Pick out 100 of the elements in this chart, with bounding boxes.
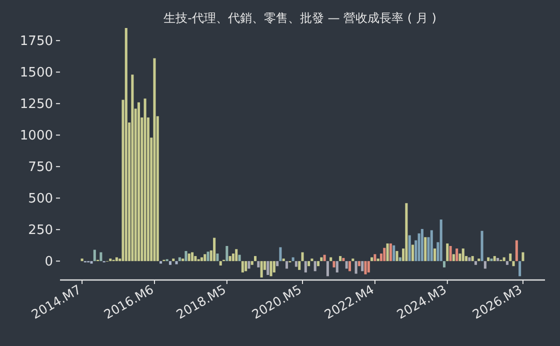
- bar: [216, 254, 219, 262]
- bar: [184, 251, 188, 262]
- bar: [254, 256, 257, 262]
- bar: [124, 28, 128, 262]
- bar: [137, 102, 140, 262]
- bar: [502, 257, 506, 262]
- bar: [493, 256, 496, 262]
- bar: [515, 240, 518, 262]
- bar: [93, 250, 96, 262]
- bar: [188, 254, 190, 262]
- bar: [506, 261, 508, 265]
- bar: [115, 257, 118, 262]
- bar: [292, 257, 294, 262]
- bar: [512, 261, 515, 266]
- bar: [490, 258, 493, 262]
- bar: [408, 235, 411, 262]
- bar: [411, 244, 414, 262]
- bar: [191, 252, 194, 262]
- bar: [310, 258, 314, 262]
- bar: [496, 258, 500, 262]
- bar: [392, 245, 396, 262]
- bar: [345, 261, 348, 269]
- bar: [522, 252, 524, 262]
- bar: [330, 257, 332, 262]
- bar: [228, 256, 232, 262]
- bar: [336, 261, 338, 272]
- bar: [294, 261, 298, 267]
- bar: [266, 261, 270, 275]
- bar: [182, 258, 184, 262]
- bar: [480, 230, 484, 262]
- bar: [244, 261, 248, 272]
- bar: [172, 258, 175, 262]
- bar: [487, 257, 490, 262]
- bar: [367, 261, 370, 272]
- bar: [308, 261, 310, 266]
- bar: [276, 261, 279, 266]
- bar: [206, 252, 210, 262]
- bar: [153, 58, 156, 262]
- bar: [440, 220, 442, 262]
- y-tick-label: 250: [28, 223, 53, 238]
- bar: [131, 74, 134, 262]
- chart-title: 生技-代理、代銷、零售、批發 — 營收成長率 ( 月 ): [164, 11, 436, 25]
- bar: [238, 254, 241, 262]
- bar: [285, 261, 288, 269]
- y-tick-label: 1750: [20, 34, 53, 50]
- bar: [316, 261, 320, 266]
- bar: [235, 249, 238, 262]
- bar: [452, 254, 455, 262]
- bar: [386, 243, 389, 262]
- y-tick-label: 750: [28, 160, 53, 176]
- bar: [248, 261, 250, 269]
- bar: [509, 254, 512, 262]
- bar: [175, 261, 178, 264]
- y-tick-label: 1250: [20, 97, 53, 112]
- bar: [323, 254, 326, 262]
- bar: [446, 243, 449, 262]
- bar: [471, 256, 474, 262]
- bar: [374, 254, 376, 262]
- bar: [213, 238, 216, 262]
- bar: [383, 248, 386, 262]
- bar: [484, 261, 486, 269]
- bar: [518, 261, 522, 276]
- bar: [226, 246, 228, 262]
- bar: [449, 246, 452, 262]
- bar: [348, 261, 351, 272]
- bar: [358, 261, 360, 266]
- bar: [326, 261, 329, 276]
- bar: [474, 261, 477, 265]
- y-tick-label: 1500: [20, 66, 53, 81]
- bar: [320, 257, 323, 262]
- y-tick-label: 500: [28, 192, 53, 207]
- bar: [272, 261, 276, 272]
- bar: [160, 261, 162, 264]
- bar: [200, 257, 203, 262]
- bar: [462, 248, 464, 262]
- bar: [389, 243, 392, 262]
- bar: [282, 258, 285, 262]
- bar: [434, 248, 436, 262]
- bar: [80, 258, 84, 262]
- bar: [339, 256, 342, 262]
- bar: [430, 230, 433, 262]
- y-tick-label: 0: [44, 254, 53, 270]
- bar: [100, 252, 102, 262]
- bar: [109, 258, 112, 262]
- bar: [354, 261, 358, 274]
- bar: [418, 233, 420, 262]
- bar: [396, 251, 398, 262]
- bar: [219, 261, 222, 266]
- bar: [90, 261, 93, 264]
- bar: [424, 237, 427, 262]
- bar: [168, 261, 172, 265]
- bar: [342, 258, 345, 262]
- bar: [478, 258, 480, 262]
- bar: [260, 261, 263, 278]
- bar: [442, 261, 446, 268]
- bar: [364, 261, 367, 274]
- bar: [370, 257, 374, 262]
- bar: [194, 256, 197, 262]
- bar: [332, 261, 336, 268]
- bar: [298, 261, 301, 270]
